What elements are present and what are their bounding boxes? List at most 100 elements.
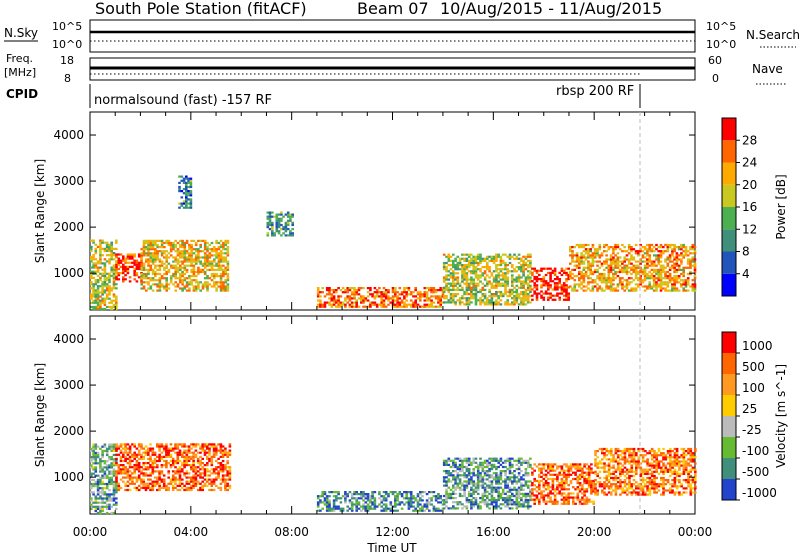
heatmap-cell <box>495 505 498 508</box>
heatmap-cell <box>641 268 645 271</box>
heatmap-cell <box>190 466 193 469</box>
heatmap-cell <box>522 268 525 271</box>
heatmap-cell <box>226 459 229 463</box>
heatmap-cell <box>535 280 539 283</box>
heatmap-cell <box>108 272 111 275</box>
heatmap-cell <box>96 266 100 269</box>
heatmap-cell <box>580 272 583 276</box>
heatmap-cell <box>488 463 491 466</box>
heatmap-cell <box>456 457 460 460</box>
freq-right-tick-bottom: 0 <box>712 72 719 85</box>
heatmap-cell <box>593 248 597 251</box>
heatmap-cell <box>490 274 494 277</box>
heatmap-cell <box>637 279 640 282</box>
heatmap-cell <box>456 278 460 281</box>
heatmap-cell <box>655 283 658 286</box>
heatmap-cell <box>605 258 608 261</box>
heatmap-cell <box>488 301 491 304</box>
heatmap-cell <box>124 447 127 450</box>
heatmap-cell <box>648 283 651 286</box>
heatmap-cell <box>547 486 550 489</box>
heatmap-cell <box>380 501 383 504</box>
heatmap-cell <box>627 270 631 274</box>
heatmap-cell <box>691 248 695 251</box>
heatmap-cell <box>618 281 622 284</box>
heatmap-cell <box>124 449 127 452</box>
heatmap-cell <box>96 291 100 294</box>
heatmap-cell <box>533 286 536 289</box>
heatmap-cell <box>522 295 525 298</box>
heatmap-cell <box>101 449 104 452</box>
heatmap-cell <box>467 494 471 498</box>
heatmap-cell <box>520 478 523 481</box>
heatmap-cell <box>634 283 638 286</box>
heatmap-cell <box>612 266 615 269</box>
heatmap-cell <box>693 277 697 280</box>
heatmap-cell <box>447 299 451 302</box>
heatmap-cell <box>680 243 683 247</box>
heatmap-cell <box>686 254 690 257</box>
heatmap-cell <box>112 252 116 255</box>
heatmap-cell <box>181 482 184 485</box>
heatmap-cell <box>517 293 521 296</box>
heatmap-cell <box>328 303 331 306</box>
heatmap-cell <box>147 254 150 257</box>
heatmap-cell <box>612 262 615 265</box>
heatmap-cell <box>190 256 193 259</box>
heatmap-cell <box>203 474 207 477</box>
heatmap-cell <box>215 459 218 463</box>
heatmap-cell <box>108 505 111 508</box>
heatmap-cell <box>603 250 606 253</box>
heatmap-cell <box>551 294 555 297</box>
heatmap-cell <box>268 215 272 218</box>
heatmap-cell <box>185 289 189 292</box>
heatmap-cell <box>210 268 214 271</box>
heatmap-cell <box>524 472 528 475</box>
heatmap-cell <box>529 497 532 500</box>
heatmap-cell <box>407 491 411 494</box>
heatmap-cell <box>371 507 374 510</box>
heatmap-cell <box>686 258 690 261</box>
heatmap-cell <box>677 275 681 278</box>
heatmap-cell <box>94 458 98 461</box>
heatmap-cell <box>362 297 365 300</box>
heatmap-cell <box>470 264 473 267</box>
heatmap-cell <box>185 281 189 284</box>
heatmap-cell <box>94 482 98 486</box>
heatmap-cell <box>465 480 469 483</box>
heatmap-cell <box>140 482 143 485</box>
heatmap-cell <box>486 470 489 473</box>
heatmap-cell <box>458 259 462 262</box>
heatmap-cell <box>99 468 102 471</box>
heatmap-cell <box>522 301 525 304</box>
heatmap-cell <box>158 443 161 446</box>
heatmap-cell <box>94 299 98 302</box>
heatmap-cell <box>495 472 498 475</box>
heatmap-cell <box>439 295 442 298</box>
heatmap-cell <box>196 443 200 446</box>
heatmap-cell <box>632 258 636 261</box>
heatmap-cell <box>188 246 191 249</box>
heatmap-cell <box>495 499 498 502</box>
heatmap-cell <box>513 290 516 294</box>
heatmap-cell <box>115 261 118 264</box>
heatmap-cell <box>165 239 168 242</box>
heatmap-cell <box>652 277 656 280</box>
heatmap-cell <box>565 296 568 299</box>
heatmap-cell <box>371 503 374 506</box>
heatmap-cell <box>108 466 111 469</box>
heatmap-cell <box>522 505 525 508</box>
heatmap-cell <box>189 206 193 209</box>
heatmap-cell <box>176 283 180 286</box>
heatmap-cell <box>142 277 146 280</box>
heatmap-cell <box>176 270 180 274</box>
heatmap-cell <box>112 464 116 467</box>
heatmap-cell <box>99 241 102 244</box>
heatmap-cell <box>547 496 550 499</box>
heatmap-cell <box>439 501 442 504</box>
heatmap-cell <box>101 453 104 457</box>
heatmap-cell <box>391 287 395 290</box>
heatmap-cell <box>461 253 464 256</box>
heatmap-cell <box>328 509 331 512</box>
heatmap-cell <box>490 468 494 471</box>
